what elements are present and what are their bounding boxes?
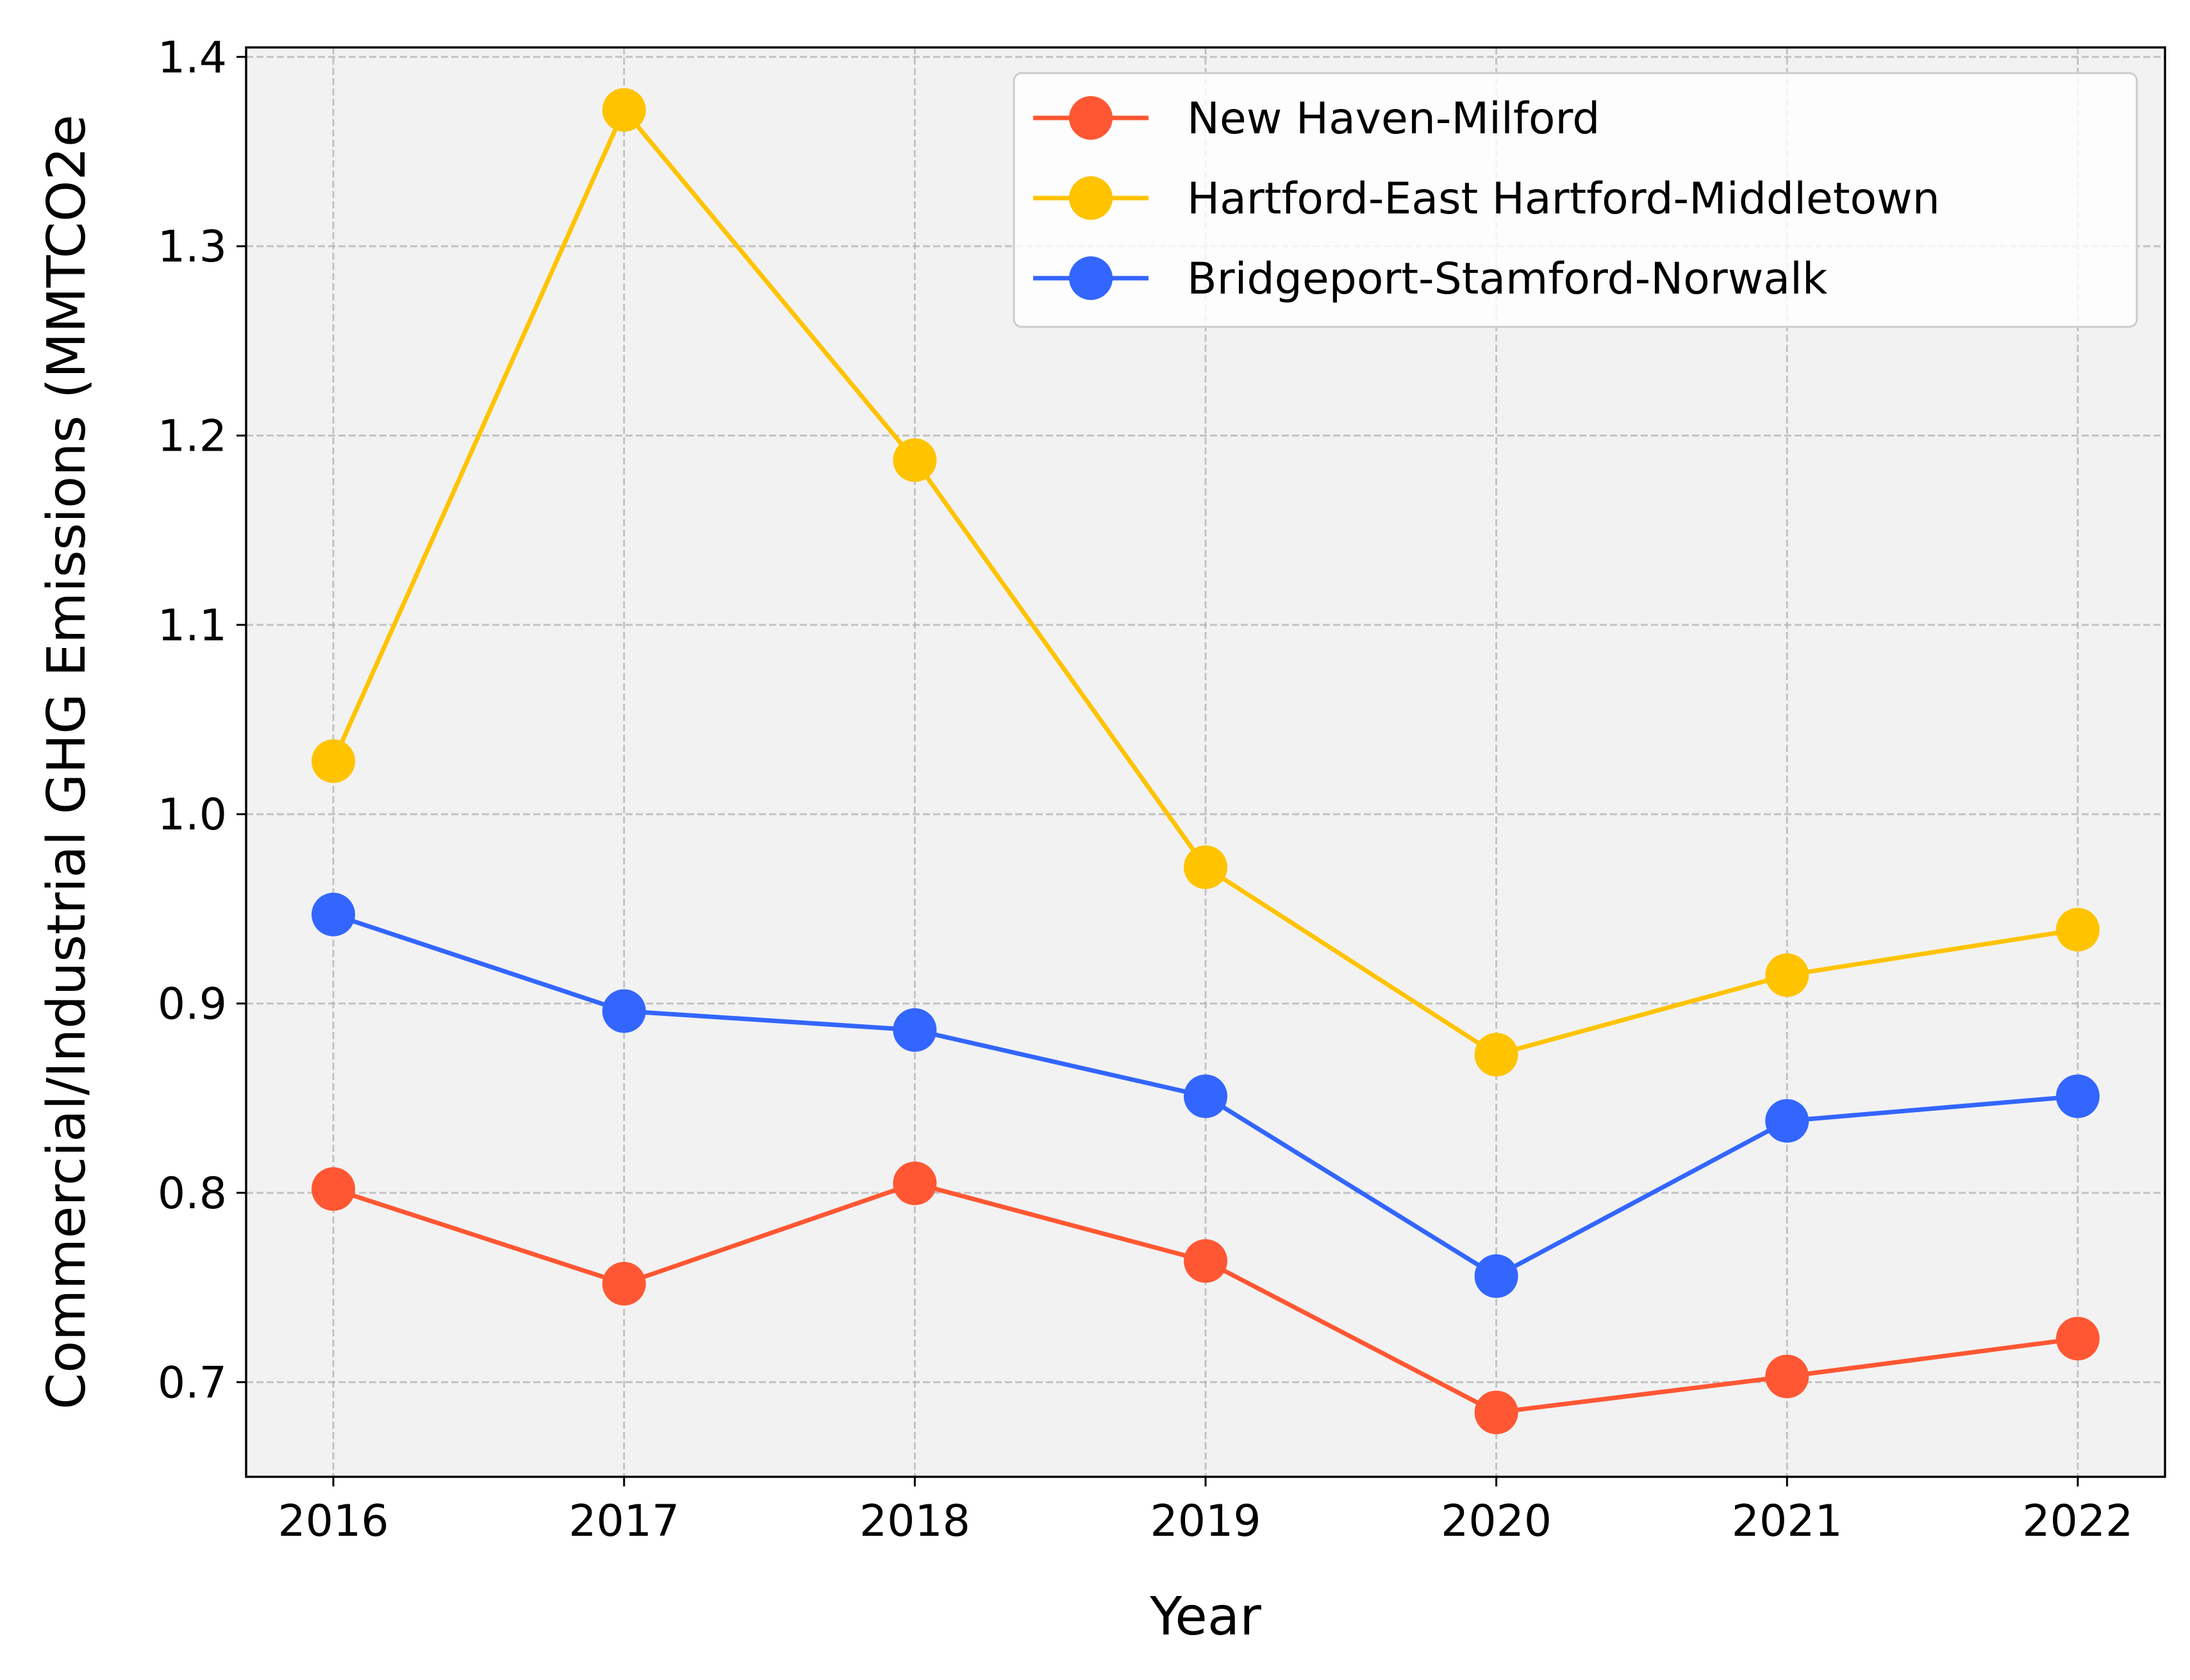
legend-label: Bridgeport-Stamford-Norwalk (1187, 254, 1828, 304)
y-tick-label: 0.9 (158, 979, 227, 1030)
data-point (1765, 953, 1809, 997)
data-point (893, 1161, 937, 1206)
x-axis-title: Year (1149, 1586, 1261, 1647)
legend-label: New Haven-Milford (1187, 94, 1600, 144)
legend-box (1013, 72, 2138, 328)
x-tick-label: 2018 (859, 1496, 970, 1547)
data-point (1184, 845, 1227, 889)
legend-label: Hartford-East Hartford-Middletown (1187, 174, 1940, 224)
series-new-haven-milford (311, 1161, 2100, 1435)
data-point (1765, 1099, 1809, 1143)
y-tick-label: 1.2 (158, 411, 227, 462)
y-tick-label: 1.0 (158, 790, 227, 840)
axis-ticks: 2016 2017 2018 2019 2020 2021 2022 0.7 0.8 0.9 1.0… (158, 33, 2134, 1547)
y-tick-label: 1.1 (158, 601, 227, 651)
data-point (1474, 1033, 1518, 1077)
legend-entry-new-haven-milford: New Haven-Milford (1033, 94, 1600, 144)
y-tick-label: 0.7 (158, 1358, 227, 1408)
y-axis-title: Commercial/Industrial GHG Emissions (MMT… (37, 115, 97, 1410)
legend-entry-bridgeport-stamford-norwalk: Bridgeport-Stamford-Norwalk (1033, 254, 1828, 304)
data-point (602, 88, 646, 132)
y-tick-label: 0.8 (158, 1169, 227, 1219)
x-tick-label: 2019 (1150, 1496, 1261, 1547)
data-point (1474, 1390, 1518, 1435)
data-point (893, 1008, 937, 1052)
data-point (1184, 1074, 1227, 1119)
x-tick-label: 2020 (1441, 1496, 1552, 1547)
series-layer (311, 88, 2100, 1435)
data-point (602, 989, 646, 1033)
data-point (1474, 1254, 1518, 1298)
x-tick-label: 2016 (278, 1496, 389, 1547)
series-hartford-east-hartford-middletown (311, 88, 2100, 1077)
x-tick-label: 2022 (2022, 1496, 2133, 1547)
y-tick-label: 1.3 (158, 222, 227, 272)
x-tick-label: 2017 (568, 1496, 679, 1547)
data-point (311, 1167, 356, 1211)
x-tick-label: 2021 (1732, 1496, 1843, 1547)
data-point (2055, 1317, 2100, 1361)
data-point (311, 739, 356, 783)
legend: New Haven-Milford Hartford-East Hartford-… (1013, 72, 2138, 328)
data-point (2055, 908, 2100, 952)
data-point (602, 1261, 646, 1306)
data-point (1184, 1239, 1227, 1283)
data-point (311, 892, 356, 936)
legend-marker (1069, 176, 1113, 220)
y-tick-label: 1.4 (158, 33, 227, 83)
legend-marker (1069, 256, 1113, 300)
legend-marker (1069, 96, 1113, 140)
data-point (1765, 1354, 1809, 1399)
data-point (2055, 1074, 2100, 1119)
legend-entry-hartford-east-hartford-middletown: Hartford-East Hartford-Middletown (1033, 174, 1940, 224)
data-point (893, 438, 937, 482)
series-bridgeport-stamford-norwalk (311, 892, 2100, 1298)
